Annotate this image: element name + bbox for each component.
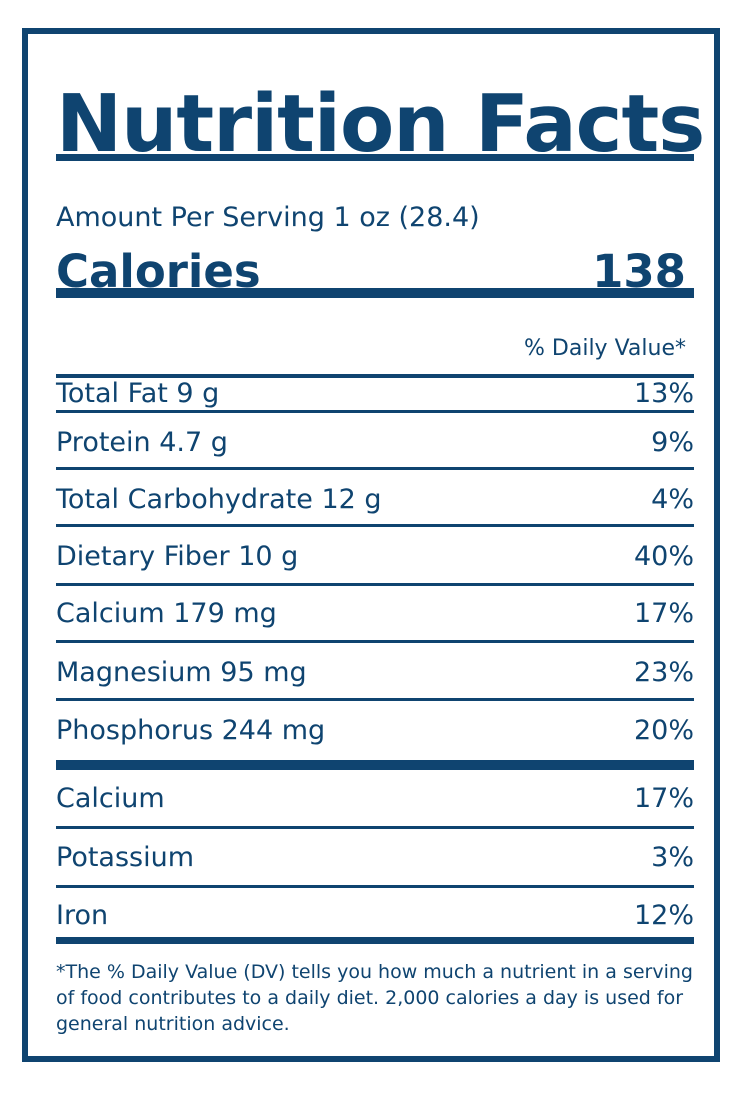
mineral-dv: 3%: [651, 842, 694, 873]
nutrition-label: Nutrition Facts Amount Per Serving 1 oz …: [22, 28, 720, 1062]
mineral-row-iron: Iron 12%: [56, 887, 694, 945]
divider: [56, 524, 694, 527]
divider: [56, 640, 694, 643]
divider: [56, 583, 694, 586]
nutrient-row-total-carbohydrate: Total Carbohydrate 12 g 4%: [56, 471, 694, 529]
nutrient-name: Total Fat 9 g: [56, 378, 220, 409]
nutrient-name: Dietary Fiber 10 g: [56, 541, 299, 572]
mineral-row-potassium: Potassium 3%: [56, 829, 694, 887]
nutrient-row-phosphorus: Phosphorus 244 mg 20%: [56, 702, 694, 760]
divider: [56, 698, 694, 701]
nutrient-dv: 40%: [633, 541, 694, 572]
nutrient-dv: 13%: [633, 378, 694, 409]
divider: [56, 467, 694, 470]
nutrient-row-dietary-fiber: Dietary Fiber 10 g 40%: [56, 528, 694, 586]
nutrient-name: Calcium 179 mg: [56, 598, 277, 629]
rule: [56, 374, 694, 378]
serving-size: Amount Per Serving 1 oz (28.4): [56, 202, 480, 233]
nutrient-row-calcium: Calcium 179 mg 17%: [56, 586, 694, 642]
mineral-dv: 17%: [633, 783, 694, 814]
divider: [56, 885, 694, 888]
thick-rule: [56, 937, 694, 944]
mineral-name: Potassium: [56, 842, 195, 873]
mineral-row-calcium: Calcium 17%: [56, 771, 694, 827]
nutrient-dv: 4%: [651, 484, 694, 515]
mineral-name: Iron: [56, 900, 109, 931]
thick-rule: [56, 288, 694, 298]
thick-rule: [56, 760, 694, 770]
daily-value-header: % Daily Value*: [524, 336, 686, 361]
nutrient-name: Protein 4.7 g: [56, 427, 228, 458]
mineral-name: Calcium: [56, 783, 165, 814]
footnote: *The % Daily Value (DV) tells you how mu…: [56, 961, 693, 1035]
nutrient-name: Phosphorus 244 mg: [56, 715, 326, 746]
nutrient-dv: 9%: [651, 427, 694, 458]
divider: [56, 410, 694, 413]
divider: [56, 826, 694, 829]
mineral-dv: 12%: [633, 900, 694, 931]
thick-rule: [56, 154, 694, 161]
nutrient-name: Total Carbohydrate 12 g: [56, 484, 382, 515]
nutrient-dv: 23%: [633, 657, 694, 688]
nutrient-dv: 20%: [633, 715, 694, 746]
nutrient-dv: 17%: [633, 598, 694, 629]
nutrient-row-total-fat: Total Fat 9 g 13%: [56, 366, 694, 422]
nutrient-row-magnesium: Magnesium 95 mg 23%: [56, 644, 694, 702]
nutrient-row-protein: Protein 4.7 g 9%: [56, 414, 694, 472]
nutrient-name: Magnesium 95 mg: [56, 657, 307, 688]
